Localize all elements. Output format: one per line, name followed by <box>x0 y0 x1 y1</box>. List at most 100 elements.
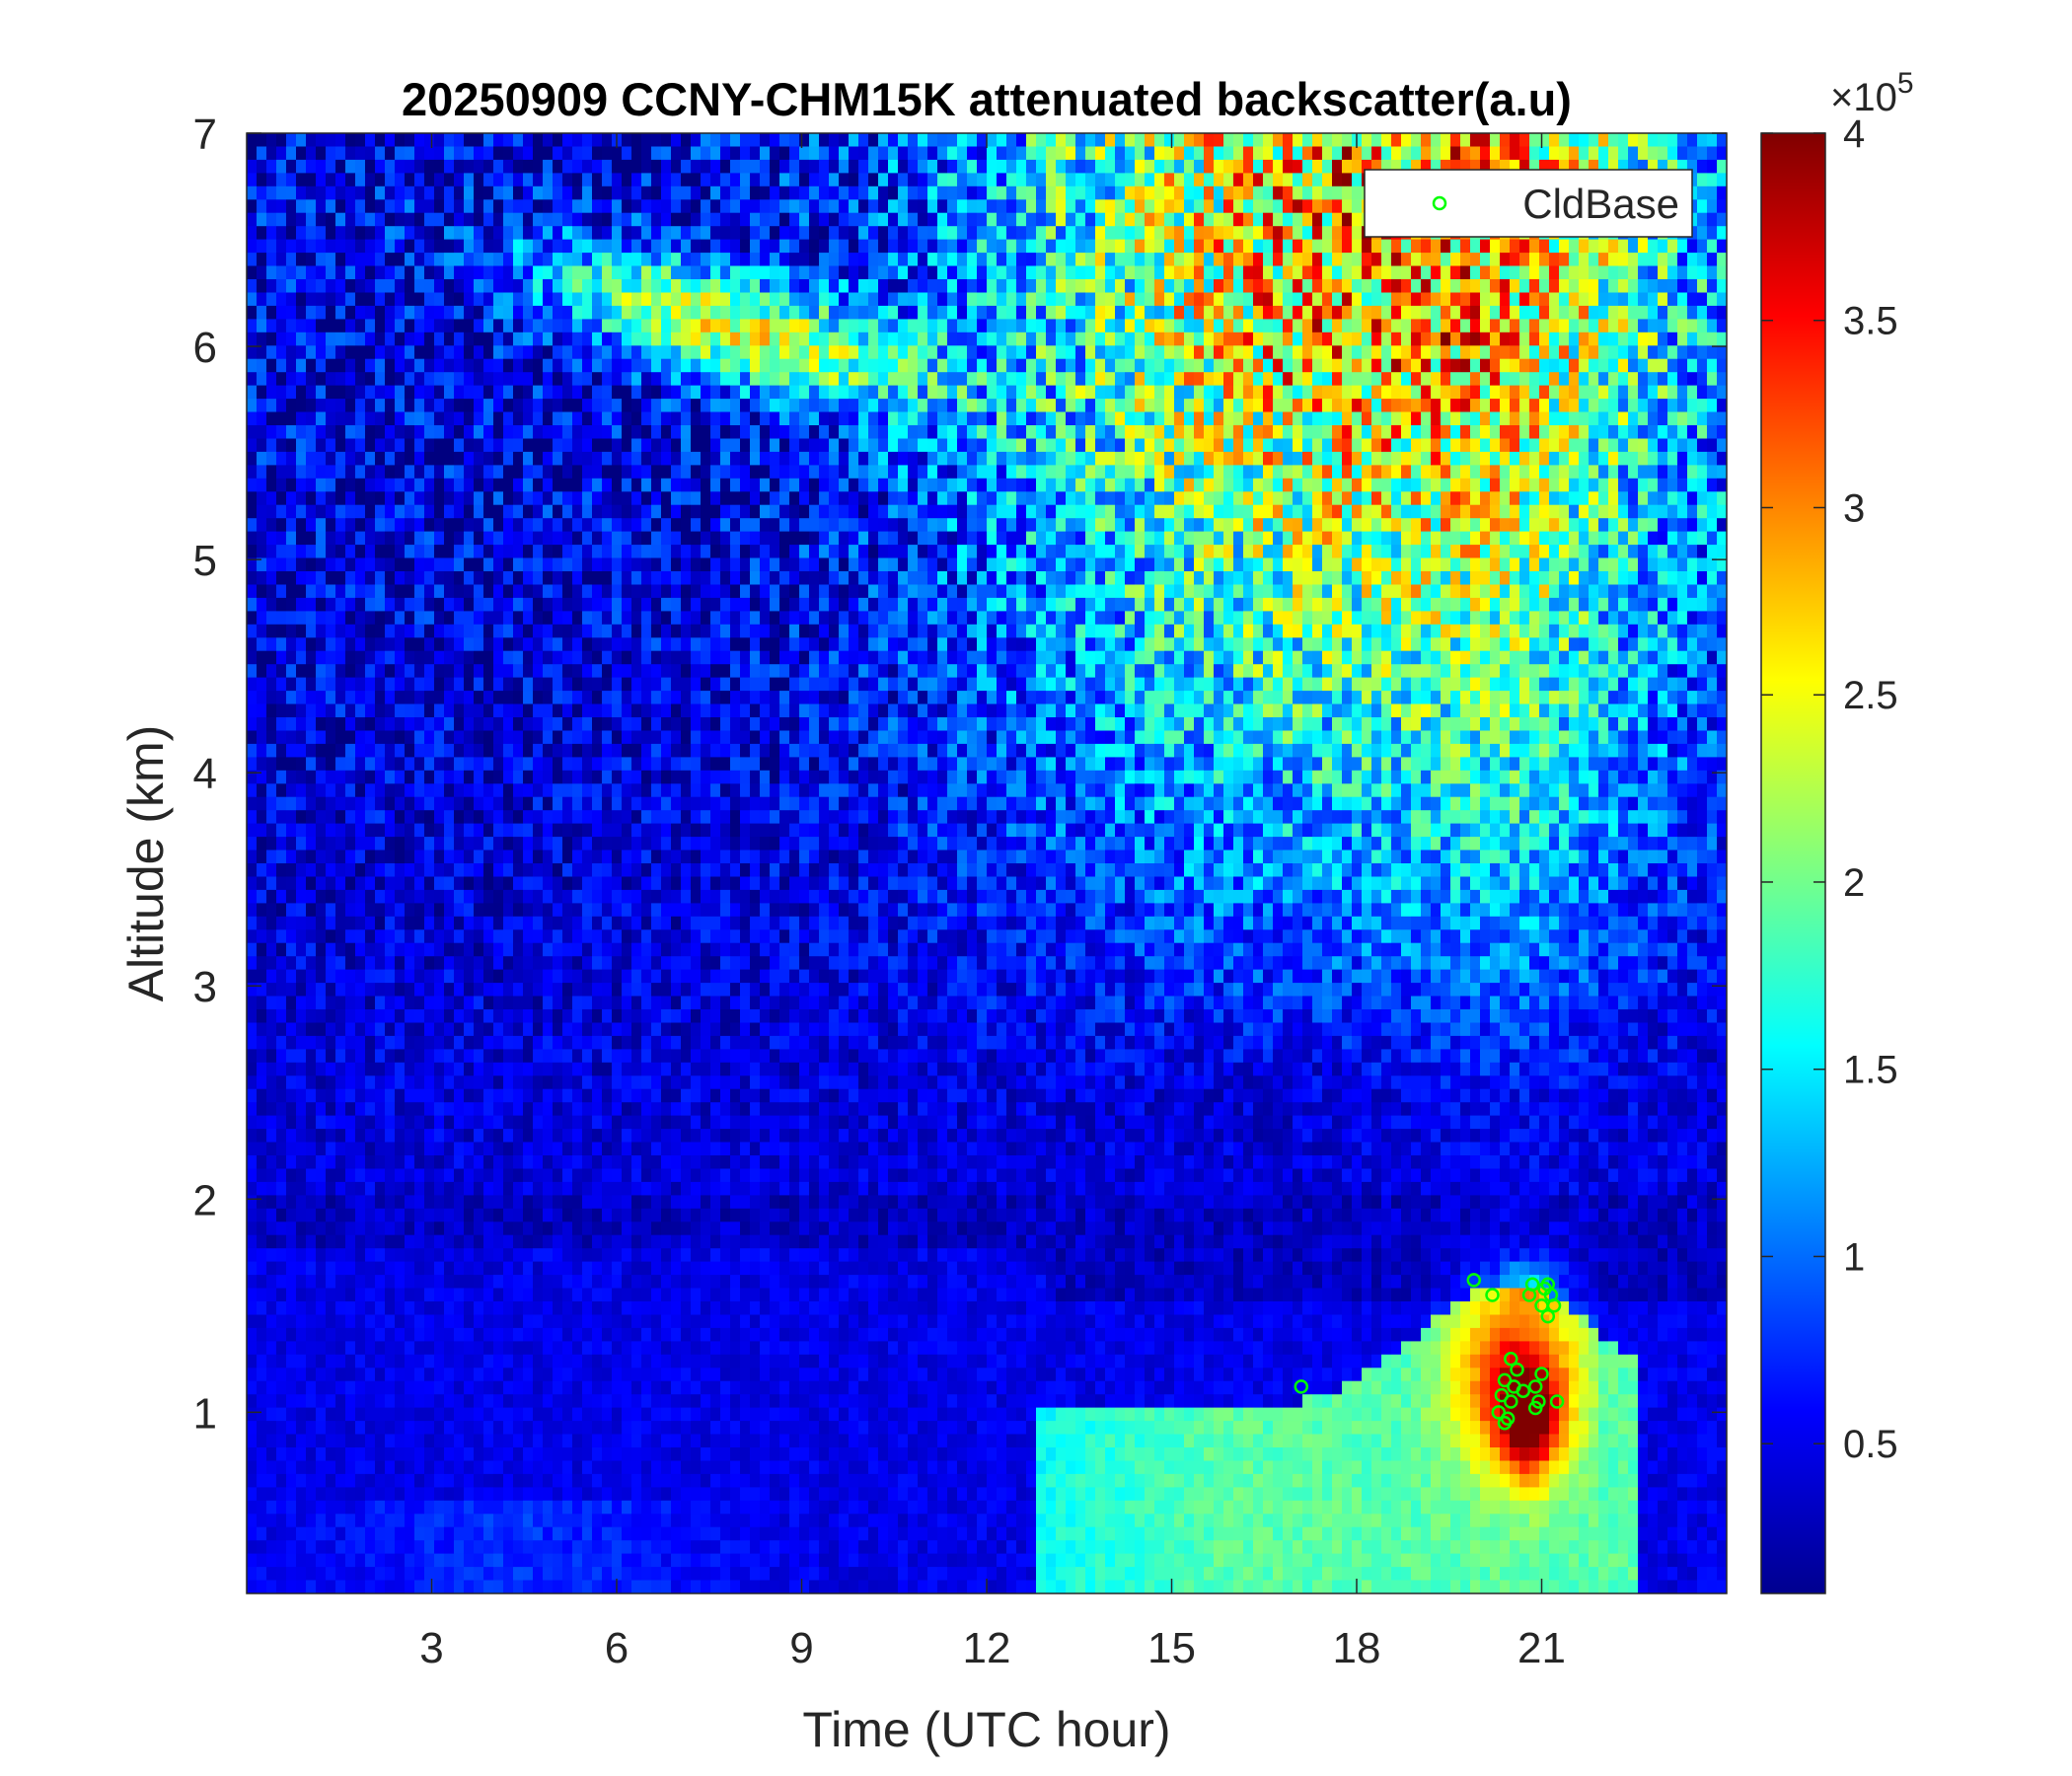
heatmap-cell <box>395 1208 406 1222</box>
heatmap-cell <box>622 305 632 320</box>
heatmap-cell <box>562 1407 573 1422</box>
heatmap-cell <box>414 199 425 214</box>
heatmap-cell <box>474 451 484 466</box>
heatmap-cell <box>513 717 524 732</box>
heatmap-cell <box>582 677 593 692</box>
heatmap-cell <box>276 916 287 930</box>
heatmap-cell <box>582 823 593 838</box>
heatmap-cell <box>503 1553 514 1568</box>
heatmap-cell <box>562 1540 573 1555</box>
heatmap-cell <box>424 1500 435 1515</box>
heatmap-cell <box>316 358 327 373</box>
heatmap-cell <box>276 584 287 599</box>
heatmap-cell <box>345 770 356 784</box>
heatmap-cell <box>395 504 406 519</box>
heatmap-cell <box>257 876 267 891</box>
heatmap-cell <box>533 691 544 705</box>
heatmap-cell <box>553 889 563 904</box>
heatmap-cell <box>335 810 346 825</box>
heatmap-cell <box>247 399 258 413</box>
heatmap-cell <box>681 1062 692 1076</box>
heatmap-cell <box>562 185 573 200</box>
heatmap-cell <box>474 703 484 718</box>
heatmap-cell <box>641 1500 652 1515</box>
heatmap-cell <box>266 1500 277 1515</box>
heatmap-cell <box>671 1394 682 1409</box>
heatmap-cell <box>582 292 593 307</box>
heatmap-cell <box>266 1354 277 1369</box>
heatmap-cell <box>335 1129 346 1144</box>
heatmap-cell <box>385 239 396 254</box>
heatmap-cell <box>326 1088 336 1103</box>
heatmap-cell <box>326 876 336 891</box>
heatmap-cell <box>296 1314 307 1329</box>
heatmap-cell <box>641 863 652 878</box>
heatmap-cell <box>414 1221 425 1236</box>
heatmap-cell <box>671 1514 682 1528</box>
heatmap-cell <box>671 624 682 638</box>
heatmap-cell <box>553 677 563 692</box>
heatmap-cell <box>266 491 277 506</box>
heatmap-cell <box>355 1288 366 1302</box>
heatmap-cell <box>326 239 336 254</box>
heatmap-cell <box>444 239 455 254</box>
heatmap-cell <box>474 1487 484 1502</box>
heatmap-cell <box>661 319 672 333</box>
heatmap-cell <box>543 1434 554 1448</box>
heatmap-cell <box>414 1288 425 1302</box>
heatmap-cell <box>691 465 702 480</box>
heatmap-cell <box>375 1540 386 1555</box>
heatmap-cell <box>582 1155 593 1170</box>
heatmap-cell <box>602 399 613 413</box>
heatmap-cell <box>355 518 366 533</box>
heatmap-cell <box>681 1460 692 1475</box>
heatmap-cell <box>424 1022 435 1037</box>
heatmap-cell <box>631 1181 642 1196</box>
heatmap-cell <box>355 265 366 280</box>
heatmap-cell <box>543 199 554 214</box>
heatmap-cell <box>424 664 435 679</box>
heatmap-cell <box>355 557 366 572</box>
heatmap-cell <box>671 1288 682 1302</box>
heatmap-cell <box>355 1301 366 1316</box>
heatmap-cell <box>247 1314 258 1329</box>
heatmap-cell <box>365 916 376 930</box>
heatmap-cell <box>483 1460 494 1475</box>
heatmap-cell <box>592 611 603 626</box>
heatmap-cell <box>661 1115 672 1130</box>
heatmap-cell <box>395 1062 406 1076</box>
heatmap-cell <box>247 1434 258 1448</box>
heatmap-cell <box>316 637 327 652</box>
heatmap-cell <box>671 146 682 161</box>
heatmap-cell <box>602 677 613 692</box>
heatmap-cell <box>543 292 554 307</box>
heatmap-cell <box>602 1181 613 1196</box>
heatmap-cell <box>247 916 258 930</box>
heatmap-cell <box>543 903 554 918</box>
heatmap-cell <box>681 1354 692 1369</box>
heatmap-cell <box>355 199 366 214</box>
heatmap-cell <box>414 1195 425 1210</box>
heatmap-cell <box>592 372 603 387</box>
heatmap-cell <box>503 1580 514 1593</box>
heatmap-cell <box>296 425 307 440</box>
heatmap-cell <box>513 1487 524 1502</box>
heatmap-cell <box>562 1129 573 1144</box>
heatmap-cell <box>326 1035 336 1050</box>
heatmap-cell <box>513 956 524 971</box>
heatmap-cell <box>513 226 524 241</box>
heatmap-cell <box>247 571 258 586</box>
heatmap-cell <box>335 757 346 772</box>
heatmap-cell <box>306 1500 317 1515</box>
heatmap-cell <box>326 411 336 426</box>
heatmap-cell <box>592 1526 603 1541</box>
heatmap-cell <box>562 571 573 586</box>
heatmap-cell <box>454 1035 465 1050</box>
heatmap-cell <box>316 796 327 811</box>
heatmap-cell <box>266 770 277 784</box>
heatmap-cell <box>513 1434 524 1448</box>
heatmap-cell <box>276 1526 287 1541</box>
heatmap-cell <box>286 557 297 572</box>
heatmap-cell <box>424 929 435 944</box>
heatmap-cell <box>513 597 524 612</box>
